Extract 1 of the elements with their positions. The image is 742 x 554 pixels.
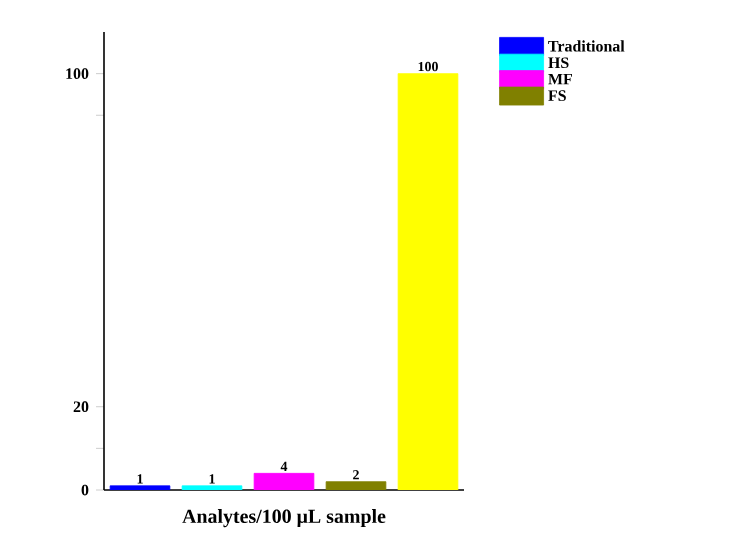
x-axis-title: Analytes/100 μL sample <box>182 509 386 528</box>
